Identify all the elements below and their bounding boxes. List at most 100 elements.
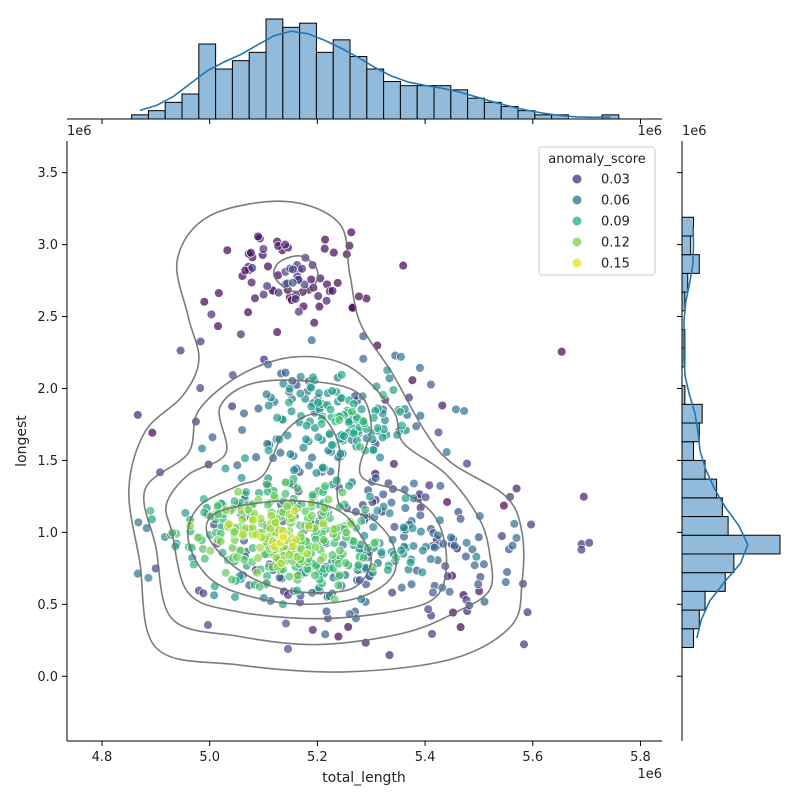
scatter-point xyxy=(263,261,273,272)
scatter-point xyxy=(378,390,388,400)
scatter-point xyxy=(333,631,344,642)
scatter-point xyxy=(238,529,248,540)
scatter-point xyxy=(255,513,266,524)
scatter-point xyxy=(522,607,533,617)
scatter-point xyxy=(309,317,319,328)
scatter-point xyxy=(236,473,247,483)
scatter-point xyxy=(387,587,397,598)
scatter-point xyxy=(336,393,347,403)
scatter-point xyxy=(239,408,249,419)
top-marginal-bar xyxy=(147,110,166,119)
scatter-point xyxy=(193,533,203,543)
scatter-point xyxy=(346,227,357,238)
scatter-point xyxy=(449,541,460,551)
scatter-point xyxy=(222,245,233,256)
scatter-point xyxy=(251,452,261,462)
scatter-point xyxy=(388,385,399,395)
scatter-point xyxy=(369,413,379,423)
scatter-point xyxy=(399,522,409,533)
scatter-point xyxy=(227,401,237,412)
scatter-point xyxy=(318,518,329,529)
scatter-point xyxy=(386,497,397,508)
scatter-point xyxy=(423,604,433,614)
scatter-point xyxy=(368,522,379,532)
scatter-point xyxy=(321,296,332,306)
scatter-point xyxy=(435,481,446,491)
scatter-point xyxy=(441,447,452,457)
scatter-point xyxy=(440,561,451,571)
scatter-point xyxy=(479,596,490,607)
scatter-point xyxy=(427,629,437,639)
scatter-point xyxy=(278,599,288,610)
right-marginal-bar xyxy=(682,516,729,536)
scatter-point xyxy=(316,555,326,565)
scatter-point xyxy=(227,574,237,585)
scatter-point xyxy=(358,416,369,427)
scatter-point xyxy=(133,410,143,420)
scatter-point xyxy=(307,511,317,521)
scatter-point xyxy=(292,552,302,562)
scatter-point xyxy=(266,510,276,521)
scatter-point xyxy=(473,579,483,589)
scatter-point xyxy=(397,582,407,593)
y-tick-label: 1.0 xyxy=(37,526,58,541)
scatter-point xyxy=(147,427,158,438)
scatter-point xyxy=(389,522,400,532)
scatter-point xyxy=(298,442,309,453)
scatter-point xyxy=(214,288,224,298)
x-tick-label: 5.8 xyxy=(630,750,651,765)
scatter-point xyxy=(462,458,472,469)
scatter-point xyxy=(329,247,339,258)
scatter-point xyxy=(389,459,399,469)
scatter-point xyxy=(339,431,349,441)
scatter-point xyxy=(395,407,405,417)
scatter-point xyxy=(479,559,489,569)
x-axis-label: total_length xyxy=(322,770,406,786)
scatter-point xyxy=(284,383,295,394)
scatter-point xyxy=(263,400,274,411)
right-marginal-bars xyxy=(682,216,781,648)
top-marginal-bars xyxy=(131,18,620,119)
kde-contours xyxy=(128,200,525,673)
y-tick-label: 2.5 xyxy=(37,310,58,325)
scatter-point xyxy=(180,508,191,518)
scatter-point xyxy=(333,580,344,591)
right-marginal-bar xyxy=(682,235,692,256)
scatter-point xyxy=(314,301,325,312)
scatter-point xyxy=(308,625,318,635)
scatter-point xyxy=(344,609,355,619)
scatter-point xyxy=(429,542,440,553)
scatter-point xyxy=(442,497,452,507)
scatter-point xyxy=(275,447,286,458)
scatter-point xyxy=(297,263,307,274)
scatter-point xyxy=(278,532,288,542)
scatter-point xyxy=(313,291,323,301)
scatter-point xyxy=(220,463,231,474)
scatter-point xyxy=(133,568,143,579)
scatter-point xyxy=(229,527,240,537)
scatter-point xyxy=(288,278,298,288)
scatter-point xyxy=(320,629,330,640)
scatter-point xyxy=(415,363,425,373)
scatter-point xyxy=(207,432,218,443)
scatter-point xyxy=(195,383,205,393)
scatter-point xyxy=(200,553,210,564)
scatter-point xyxy=(323,494,334,505)
scatter-point xyxy=(353,560,364,570)
scatter-point xyxy=(469,560,480,571)
scatter-point xyxy=(471,551,482,562)
scatter-point xyxy=(576,544,587,555)
scatter-point xyxy=(329,594,340,605)
scatter-point xyxy=(307,490,318,500)
scatter-point xyxy=(209,590,219,601)
right-marginal-bar xyxy=(682,628,695,648)
scatter-point xyxy=(329,524,339,535)
scatter-point xyxy=(313,397,323,408)
scatter-point xyxy=(438,538,449,549)
top-marginal-bar xyxy=(299,22,317,119)
scatter-point xyxy=(335,545,345,556)
scatter-point xyxy=(248,515,258,525)
scatter-point xyxy=(376,547,387,557)
legend-label: 0.03 xyxy=(601,173,630,188)
scatter-point xyxy=(502,567,512,577)
